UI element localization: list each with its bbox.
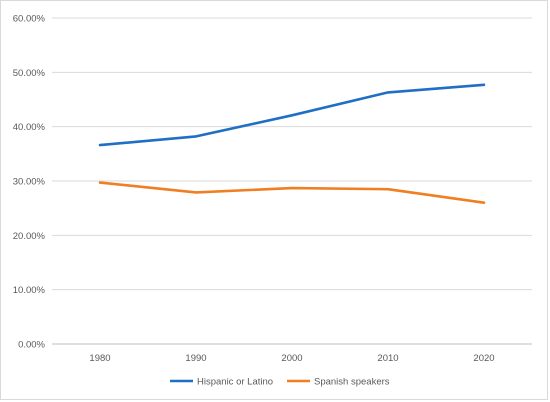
y-tick-label: 10.00% (13, 285, 46, 296)
y-tick-label: 50.00% (13, 68, 46, 79)
x-tick-label: 1990 (185, 353, 206, 364)
y-tick-label: 30.00% (13, 177, 46, 188)
y-axis-ticks: 0.00% 10.00% 20.00% 30.00% 40.00% 50.00% 60.00… (13, 14, 46, 351)
x-tick-label: 1980 (89, 353, 110, 364)
x-tick-label: 2020 (473, 353, 494, 364)
x-axis-ticks: 1980 1990 2000 2010 2020 (89, 353, 494, 364)
legend-label: Spanish speakers (314, 377, 390, 388)
x-tick-label: 2000 (281, 353, 302, 364)
y-tick-label: 40.00% (13, 122, 46, 133)
gridlines (52, 17, 532, 345)
legend-label: Hispanic or Latino (197, 377, 273, 388)
series-lines (98, 83, 486, 204)
legend: Hispanic or Latino Spanish speakers (170, 377, 390, 388)
y-tick-label: 0.00% (18, 340, 45, 351)
y-tick-label: 60.00% (13, 14, 46, 25)
y-tick-label: 20.00% (13, 231, 46, 242)
x-tick-label: 2010 (377, 353, 398, 364)
series-line-2 (98, 181, 486, 204)
series-line-1 (98, 83, 486, 147)
